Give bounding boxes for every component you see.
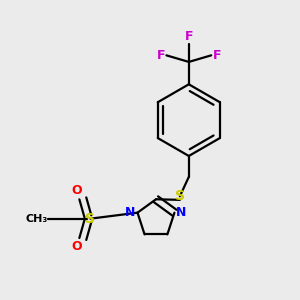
Text: CH₃: CH₃ (25, 214, 47, 224)
Text: F: F (157, 49, 165, 62)
Text: N: N (176, 206, 187, 219)
Text: O: O (71, 184, 82, 197)
Text: N: N (125, 206, 136, 219)
Text: S: S (85, 212, 95, 226)
Text: O: O (71, 240, 82, 253)
Text: F: F (212, 49, 221, 62)
Text: F: F (184, 30, 193, 43)
Text: S: S (175, 189, 185, 203)
